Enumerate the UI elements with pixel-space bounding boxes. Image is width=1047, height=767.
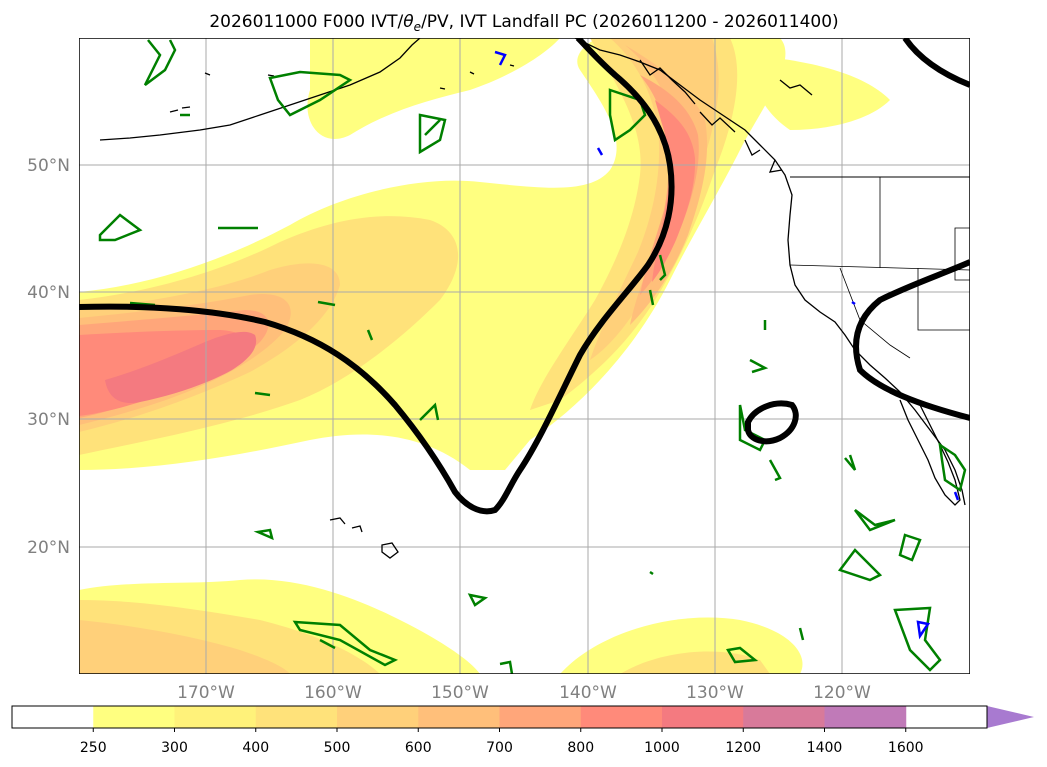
colorbar-tick-label: 1200	[725, 740, 761, 756]
colorbar-cell	[174, 706, 257, 728]
lat-label: 20°N	[27, 538, 70, 558]
colorbar-cell	[418, 706, 500, 728]
colorbar-tick-label: 1400	[807, 740, 843, 756]
map-gridlines	[79, 38, 970, 674]
lon-label: 140°W	[559, 683, 617, 703]
pv-contours	[98, 39, 967, 674]
colorbar-cell	[499, 706, 582, 728]
colorbar-tick-label: 800	[567, 740, 594, 756]
colorbar-cell	[12, 706, 94, 728]
lat-labels: 50°N 40°N 30°N 20°N	[27, 156, 70, 558]
colorbar-labels: 250 300 400 500 600 700 800 1000 1200 1400 1600	[80, 728, 924, 756]
negative-contours	[494, 50, 960, 640]
colorbar: 250 300 400 500 600 700 800 1000 1200 1400 1600	[11, 705, 1034, 756]
lat-label: 40°N	[27, 283, 70, 303]
colorbar-tick-label: 250	[80, 740, 107, 756]
lat-label: 50°N	[27, 156, 70, 176]
colorbar-tick-label: 600	[405, 740, 432, 756]
colorbar-cell	[93, 706, 175, 728]
landfall-contours	[79, 38, 970, 515]
lat-label: 30°N	[27, 410, 70, 430]
colorbar-cells	[12, 706, 907, 728]
figure-title: 2026011000 F000 IVT/θe/PV, IVT Landfall …	[209, 12, 838, 34]
colorbar-tick-label: 1000	[644, 740, 680, 756]
lon-label: 130°W	[686, 683, 744, 703]
colorbar-tick-label: 1600	[888, 740, 924, 756]
colorbar-tick-label: 300	[161, 740, 188, 756]
colorbar-tick-label: 500	[324, 740, 351, 756]
map-area	[79, 38, 970, 674]
lon-labels: 170°W 160°W 150°W 140°W 130°W 120°W	[177, 683, 871, 703]
colorbar-cell	[824, 706, 907, 728]
colorbar-extend-arrow	[987, 706, 1034, 728]
colorbar-cell	[255, 706, 338, 728]
colorbar-cell	[337, 706, 419, 728]
colorbar-tick-label: 700	[486, 740, 513, 756]
lon-label: 160°W	[304, 683, 362, 703]
lon-label: 150°W	[431, 683, 489, 703]
coastlines	[99, 38, 970, 674]
colorbar-cell	[662, 706, 744, 728]
lon-label: 120°W	[813, 683, 871, 703]
colorbar-cell	[580, 706, 663, 728]
ivt-fill-800	[105, 331, 257, 404]
lon-label: 170°W	[177, 683, 235, 703]
colorbar-cell	[743, 706, 825, 728]
colorbar-tick-label: 400	[242, 740, 269, 756]
